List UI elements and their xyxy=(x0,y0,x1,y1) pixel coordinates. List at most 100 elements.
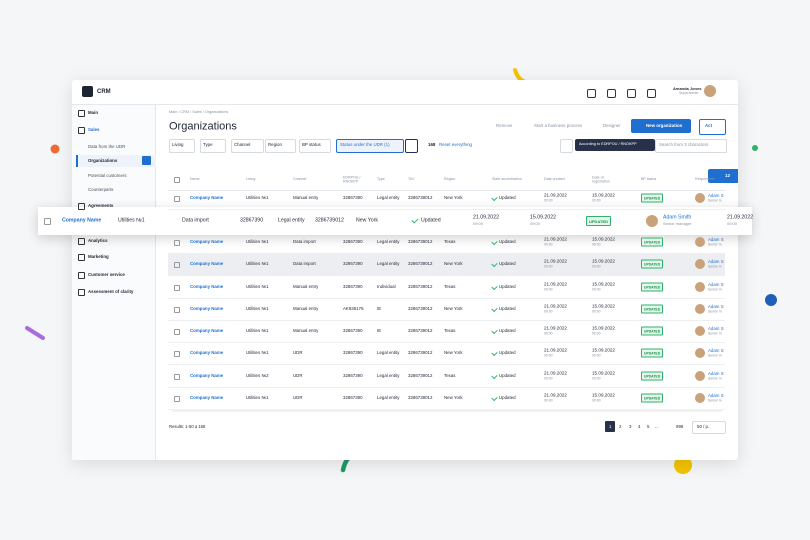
search[interactable] xyxy=(655,139,727,153)
column-header: Name xyxy=(190,177,200,182)
results: Results: 1-50 a 168 xyxy=(169,423,206,429)
cell: New York xyxy=(356,217,378,224)
cell: New York xyxy=(444,260,463,266)
date-created: 21.09.2022 xyxy=(544,325,567,331)
cell: 3286739012 xyxy=(408,394,433,400)
page-link[interactable]: 999 xyxy=(676,423,684,429)
filter-label: Type xyxy=(203,141,213,147)
page-link[interactable]: 2 xyxy=(619,423,622,429)
filter-label: BP status xyxy=(302,141,321,147)
time-created: 09:00 xyxy=(544,264,553,269)
date-registration: 15.09.2022 xyxy=(592,192,615,198)
responsible: Adam S xyxy=(708,370,724,376)
cell: New York xyxy=(444,194,463,200)
page-link[interactable]: 4 xyxy=(638,423,641,429)
mode-button[interactable] xyxy=(575,139,655,151)
time-registration: 09:00 xyxy=(592,264,601,269)
cell: 3286739012 xyxy=(315,217,344,224)
cell: Legal entity xyxy=(377,394,400,400)
nav-icon xyxy=(78,272,85,279)
floating-row[interactable] xyxy=(38,207,752,235)
cell: 3286739012 xyxy=(408,349,433,355)
company-name: Company Name xyxy=(190,327,224,333)
nav-icon xyxy=(78,289,85,296)
nav-icon xyxy=(78,127,85,134)
responsible-role: Senior m xyxy=(708,376,722,381)
responsible: Adam S xyxy=(708,281,724,287)
row-divider xyxy=(168,253,725,254)
nav-item: Main xyxy=(88,109,99,115)
scrollbar xyxy=(172,409,722,412)
cell: Data import xyxy=(293,260,316,266)
responsible: Adam S xyxy=(708,392,724,398)
cell: 3286739012 xyxy=(408,283,433,289)
date-created: 21.09.2022 xyxy=(473,214,499,221)
cell: 32867390 xyxy=(343,349,363,355)
column-header: Region xyxy=(444,177,456,182)
cell: 32867390 xyxy=(343,238,363,244)
filter-label: Region xyxy=(268,141,282,147)
filter xyxy=(299,139,331,153)
nav-item: Marketing xyxy=(88,253,109,259)
app-name: CRM xyxy=(97,89,111,95)
responsible-role: Senior m xyxy=(708,353,722,358)
company-name: Company Name xyxy=(190,394,224,400)
page-link[interactable]: 5 xyxy=(647,423,650,429)
time-created: 09:00 xyxy=(544,331,553,336)
time-created: 09:00 xyxy=(544,198,553,203)
act-button[interactable] xyxy=(699,119,726,135)
filter-label: Living xyxy=(172,141,184,147)
cell: Legal entity xyxy=(377,238,400,244)
column-header: Type xyxy=(377,177,385,182)
avatar xyxy=(695,393,705,403)
nav-item: Sales xyxy=(88,126,100,132)
date-registration: 15.09.2022 xyxy=(592,303,615,309)
nav-subitem: Data from the UDR xyxy=(88,143,126,149)
cell: Utilities №1 xyxy=(246,349,269,355)
nav-subitem: Potential customers xyxy=(88,172,127,178)
date-registration: 15.09.2022 xyxy=(592,392,615,398)
nav-item: Customer service xyxy=(88,271,125,277)
date-created: 21.09.2022 xyxy=(544,258,567,264)
nav-subitem: Organizations xyxy=(88,157,118,163)
cell: Manual entry xyxy=(293,283,319,289)
bp-status: UPDATED xyxy=(641,193,664,203)
filter xyxy=(231,139,264,153)
time-created: 09:00 xyxy=(544,353,553,358)
reset-link: Reset everything xyxy=(439,141,472,147)
cell: IE xyxy=(377,305,382,311)
row-divider xyxy=(168,298,725,299)
time: 09:00 xyxy=(727,221,738,226)
nav-icon xyxy=(78,203,85,210)
mode-label: According to EDRPOU / RNOKPP xyxy=(579,142,637,147)
column-header: Responsible xyxy=(695,177,715,182)
header-icon xyxy=(587,89,596,98)
notification-count: 12 xyxy=(725,172,730,178)
responsible-role: Senior m xyxy=(708,287,722,292)
new-button[interactable] xyxy=(631,119,691,133)
bp-status: UPDATED xyxy=(641,393,664,403)
cell: Data import xyxy=(182,217,209,224)
cell: UDR xyxy=(293,372,303,378)
date-created: 21.09.2022 xyxy=(544,192,567,198)
notification-tab[interactable] xyxy=(708,169,738,183)
responsible-role: Senior m xyxy=(708,198,722,203)
responsible-role: Senior m xyxy=(708,309,722,314)
cell: Manual entry xyxy=(293,305,319,311)
state: Updated xyxy=(421,217,441,224)
page-link[interactable]: ... xyxy=(655,423,659,429)
page-link[interactable]: 1 xyxy=(609,423,612,429)
cell: Texas xyxy=(444,327,456,333)
settings-icon xyxy=(560,139,573,153)
cell: Legal entity xyxy=(377,194,400,200)
time-registration: 09:00 xyxy=(592,353,601,358)
checkbox xyxy=(44,218,51,225)
company-name: Company Name xyxy=(190,372,224,378)
cell: Data import xyxy=(293,238,316,244)
column-header: EDRPOU / RNOKPP xyxy=(343,175,361,183)
divider xyxy=(168,190,725,191)
checkbox xyxy=(174,196,180,202)
page-link[interactable]: 3 xyxy=(629,423,632,429)
cell: 3286739012 xyxy=(408,327,433,333)
